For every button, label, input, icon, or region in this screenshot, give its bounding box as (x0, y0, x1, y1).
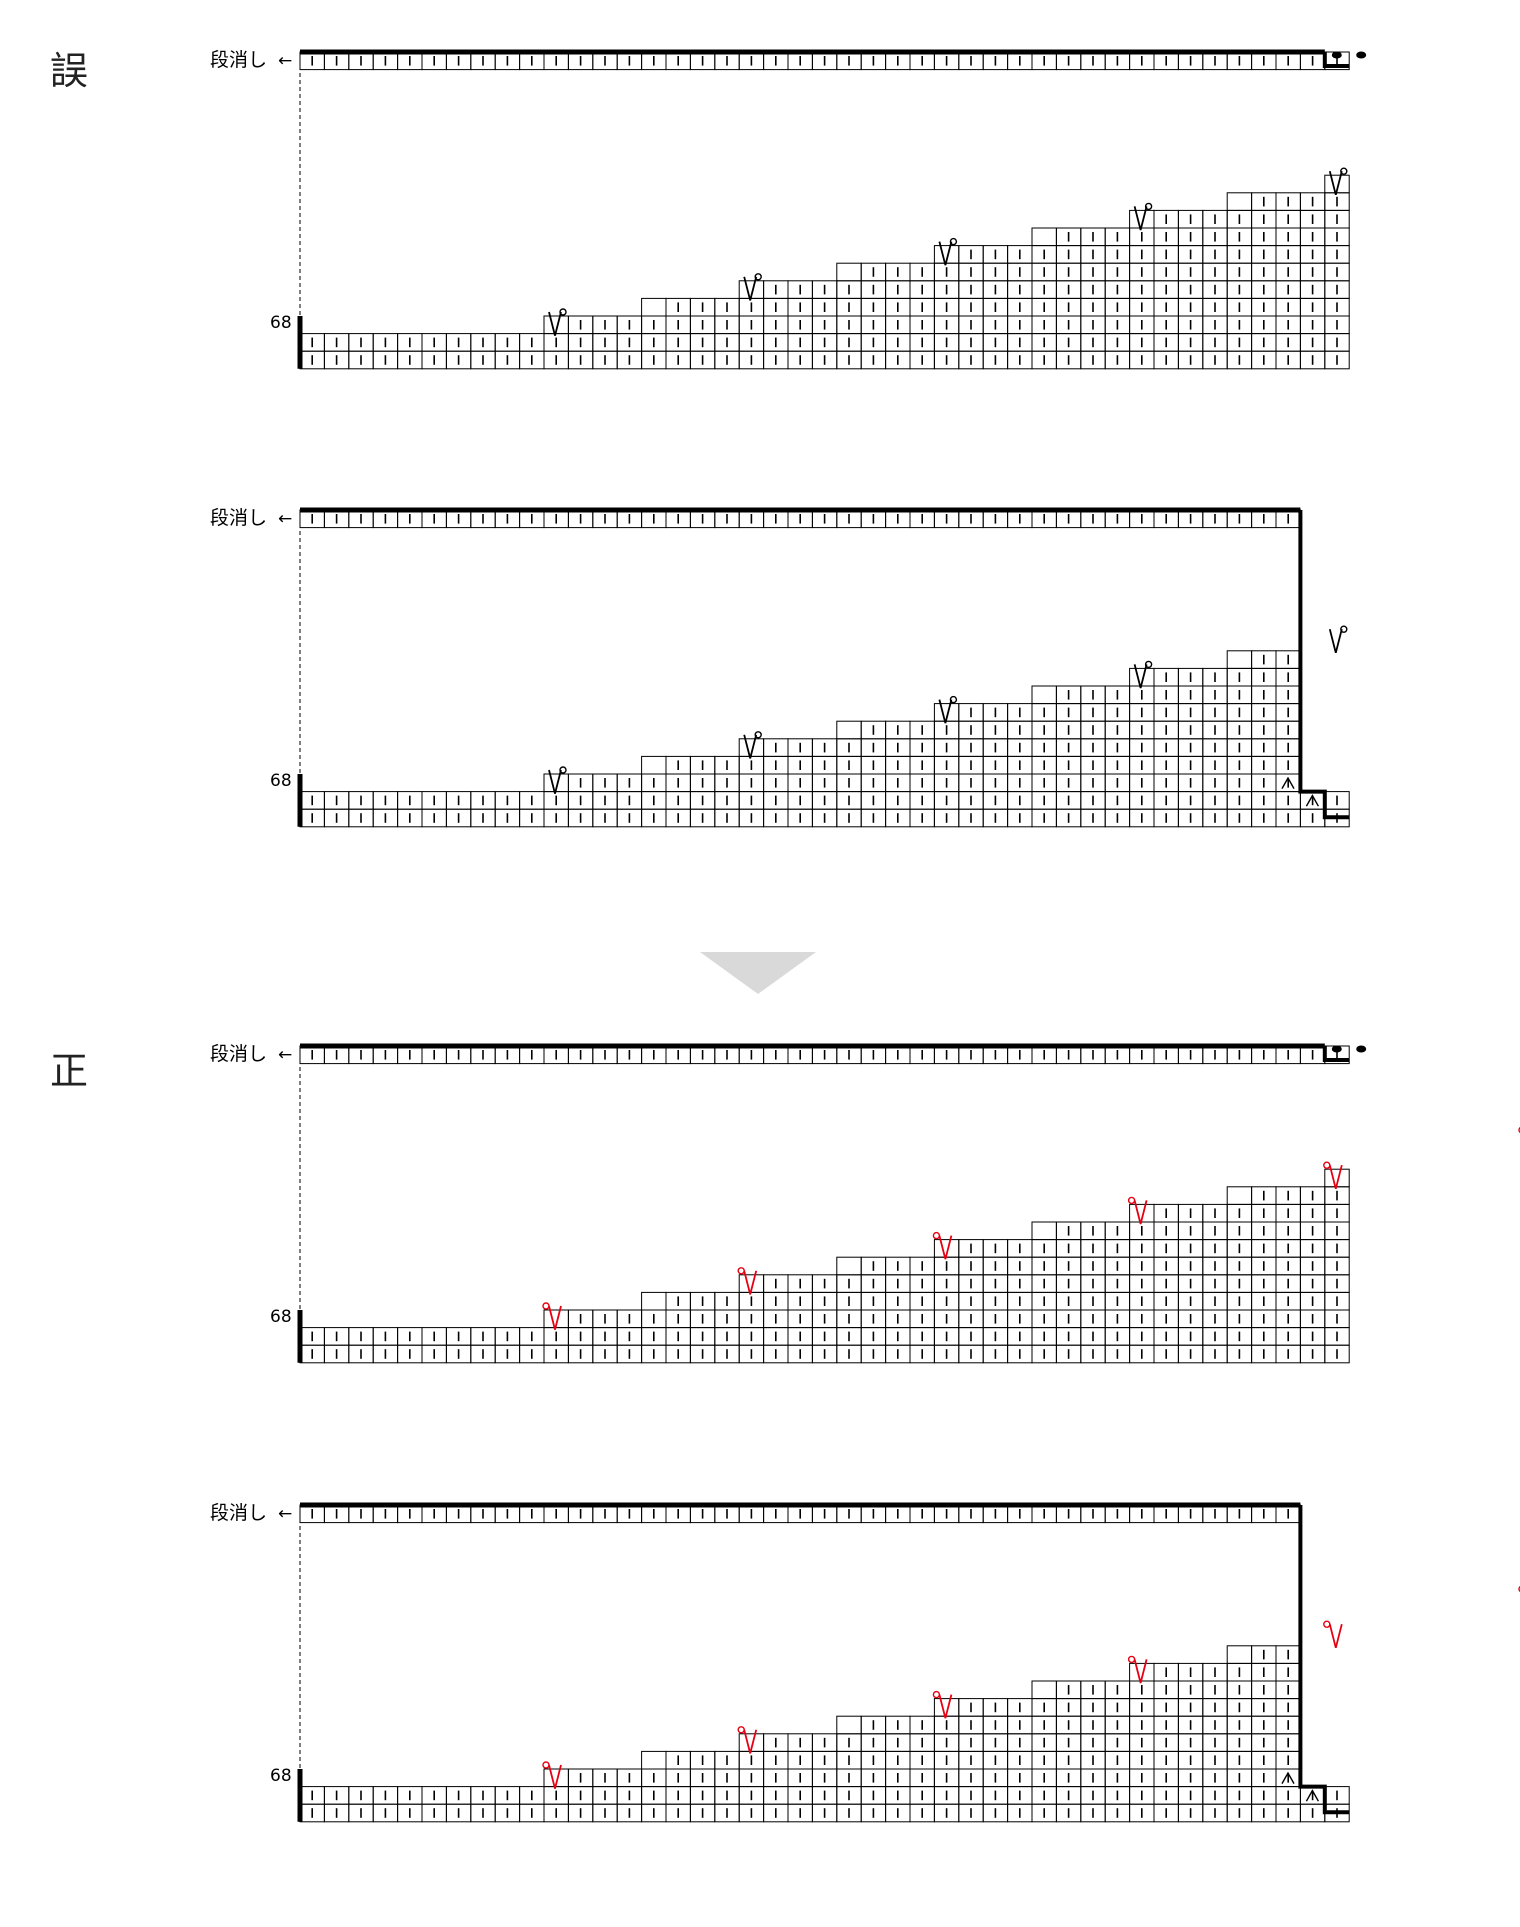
chart-cell (1031, 685, 1057, 705)
chart-cell (1031, 1221, 1057, 1241)
slip-stitch-v (548, 766, 567, 794)
slip-stitch-v (938, 695, 958, 724)
row-number-label: 68 (270, 1307, 292, 1327)
down-arrow-triangle (700, 952, 816, 994)
correct-chart-1: 段消し ← 68 (210, 1043, 1520, 1364)
purl-dot (1356, 1045, 1367, 1053)
slip-stitch-v (932, 1231, 953, 1260)
chart-cell (1324, 350, 1350, 370)
chart-cell (641, 297, 667, 317)
arrow-label: ← (278, 1045, 292, 1065)
right-decrease-symbol (1281, 776, 1295, 789)
chart-cell (836, 1715, 862, 1735)
slip-stitch-v (938, 237, 958, 266)
chart-cell (1226, 1645, 1253, 1664)
row-cast-off-label: 段消し (210, 1043, 267, 1065)
slip-stitch-v (1133, 202, 1153, 231)
slip-stitch-v (1518, 1585, 1520, 1593)
arrow-label: ← (278, 509, 292, 529)
purl-dot (1356, 51, 1367, 59)
chart-cell (1226, 192, 1253, 211)
chart-cell (1226, 650, 1253, 669)
slip-stitch-v (548, 308, 567, 336)
row-number-label: 68 (270, 313, 292, 333)
arrow-label: ← (278, 51, 292, 71)
chart-cell (1031, 1680, 1057, 1700)
slip-stitch-v (737, 1726, 758, 1754)
slip-stitch-v (743, 273, 762, 301)
row-number-label: 68 (270, 1766, 292, 1786)
slip-stitch-v (1127, 1196, 1148, 1225)
slip-stitch-v (1133, 660, 1153, 689)
chart-cell (836, 1256, 862, 1276)
purl-cap-step (1322, 1046, 1350, 1062)
section-label-correct: 正 (50, 1049, 89, 1093)
wrong-chart-2: 段消し ← 68 (210, 507, 1350, 828)
purl-cap-step (1322, 52, 1350, 68)
purl-dot (1331, 51, 1342, 59)
arrow-label: ← (278, 1504, 292, 1524)
slip-stitch-v (542, 1761, 562, 1789)
wrong-chart-1: 段消し ← 68 (210, 49, 1367, 370)
row-cast-off-label: 段消し (210, 507, 267, 529)
chart-cell (641, 1291, 667, 1311)
row-number-label: 68 (270, 771, 292, 791)
purl-dot (1331, 1045, 1342, 1053)
slip-stitch-v (1328, 167, 1348, 196)
slip-stitch-v (1323, 1620, 1343, 1649)
section-label-wrong: 誤 (50, 49, 89, 93)
chart-cell (836, 720, 862, 740)
right-decrease-symbol (1305, 794, 1320, 807)
row-cast-off-label: 段消し (210, 49, 267, 71)
slip-stitch-v (1328, 625, 1348, 654)
chart-cell (641, 755, 667, 775)
right-edge-step (1298, 510, 1350, 820)
slip-stitch-v (737, 1267, 758, 1295)
right-edge-step (1298, 1505, 1350, 1815)
slip-stitch-v (1518, 1126, 1520, 1134)
right-decrease-symbol (1305, 1789, 1320, 1802)
right-decrease-symbol (1281, 1771, 1295, 1784)
chart-cell (1031, 227, 1057, 247)
slip-stitch-v (743, 731, 762, 759)
chart-cell (1324, 1344, 1350, 1364)
row-cast-off-label: 段消し (210, 1502, 267, 1524)
chart-cell (836, 262, 862, 282)
chart-cell (641, 1750, 667, 1770)
slip-stitch-v (932, 1690, 953, 1719)
slip-stitch-v (1127, 1655, 1148, 1684)
slip-stitch-v (1323, 1161, 1343, 1190)
correct-chart-2: 段消し ← 68 (210, 1502, 1520, 1823)
slip-stitch-v (542, 1302, 562, 1330)
chart-cell (1226, 1186, 1253, 1205)
